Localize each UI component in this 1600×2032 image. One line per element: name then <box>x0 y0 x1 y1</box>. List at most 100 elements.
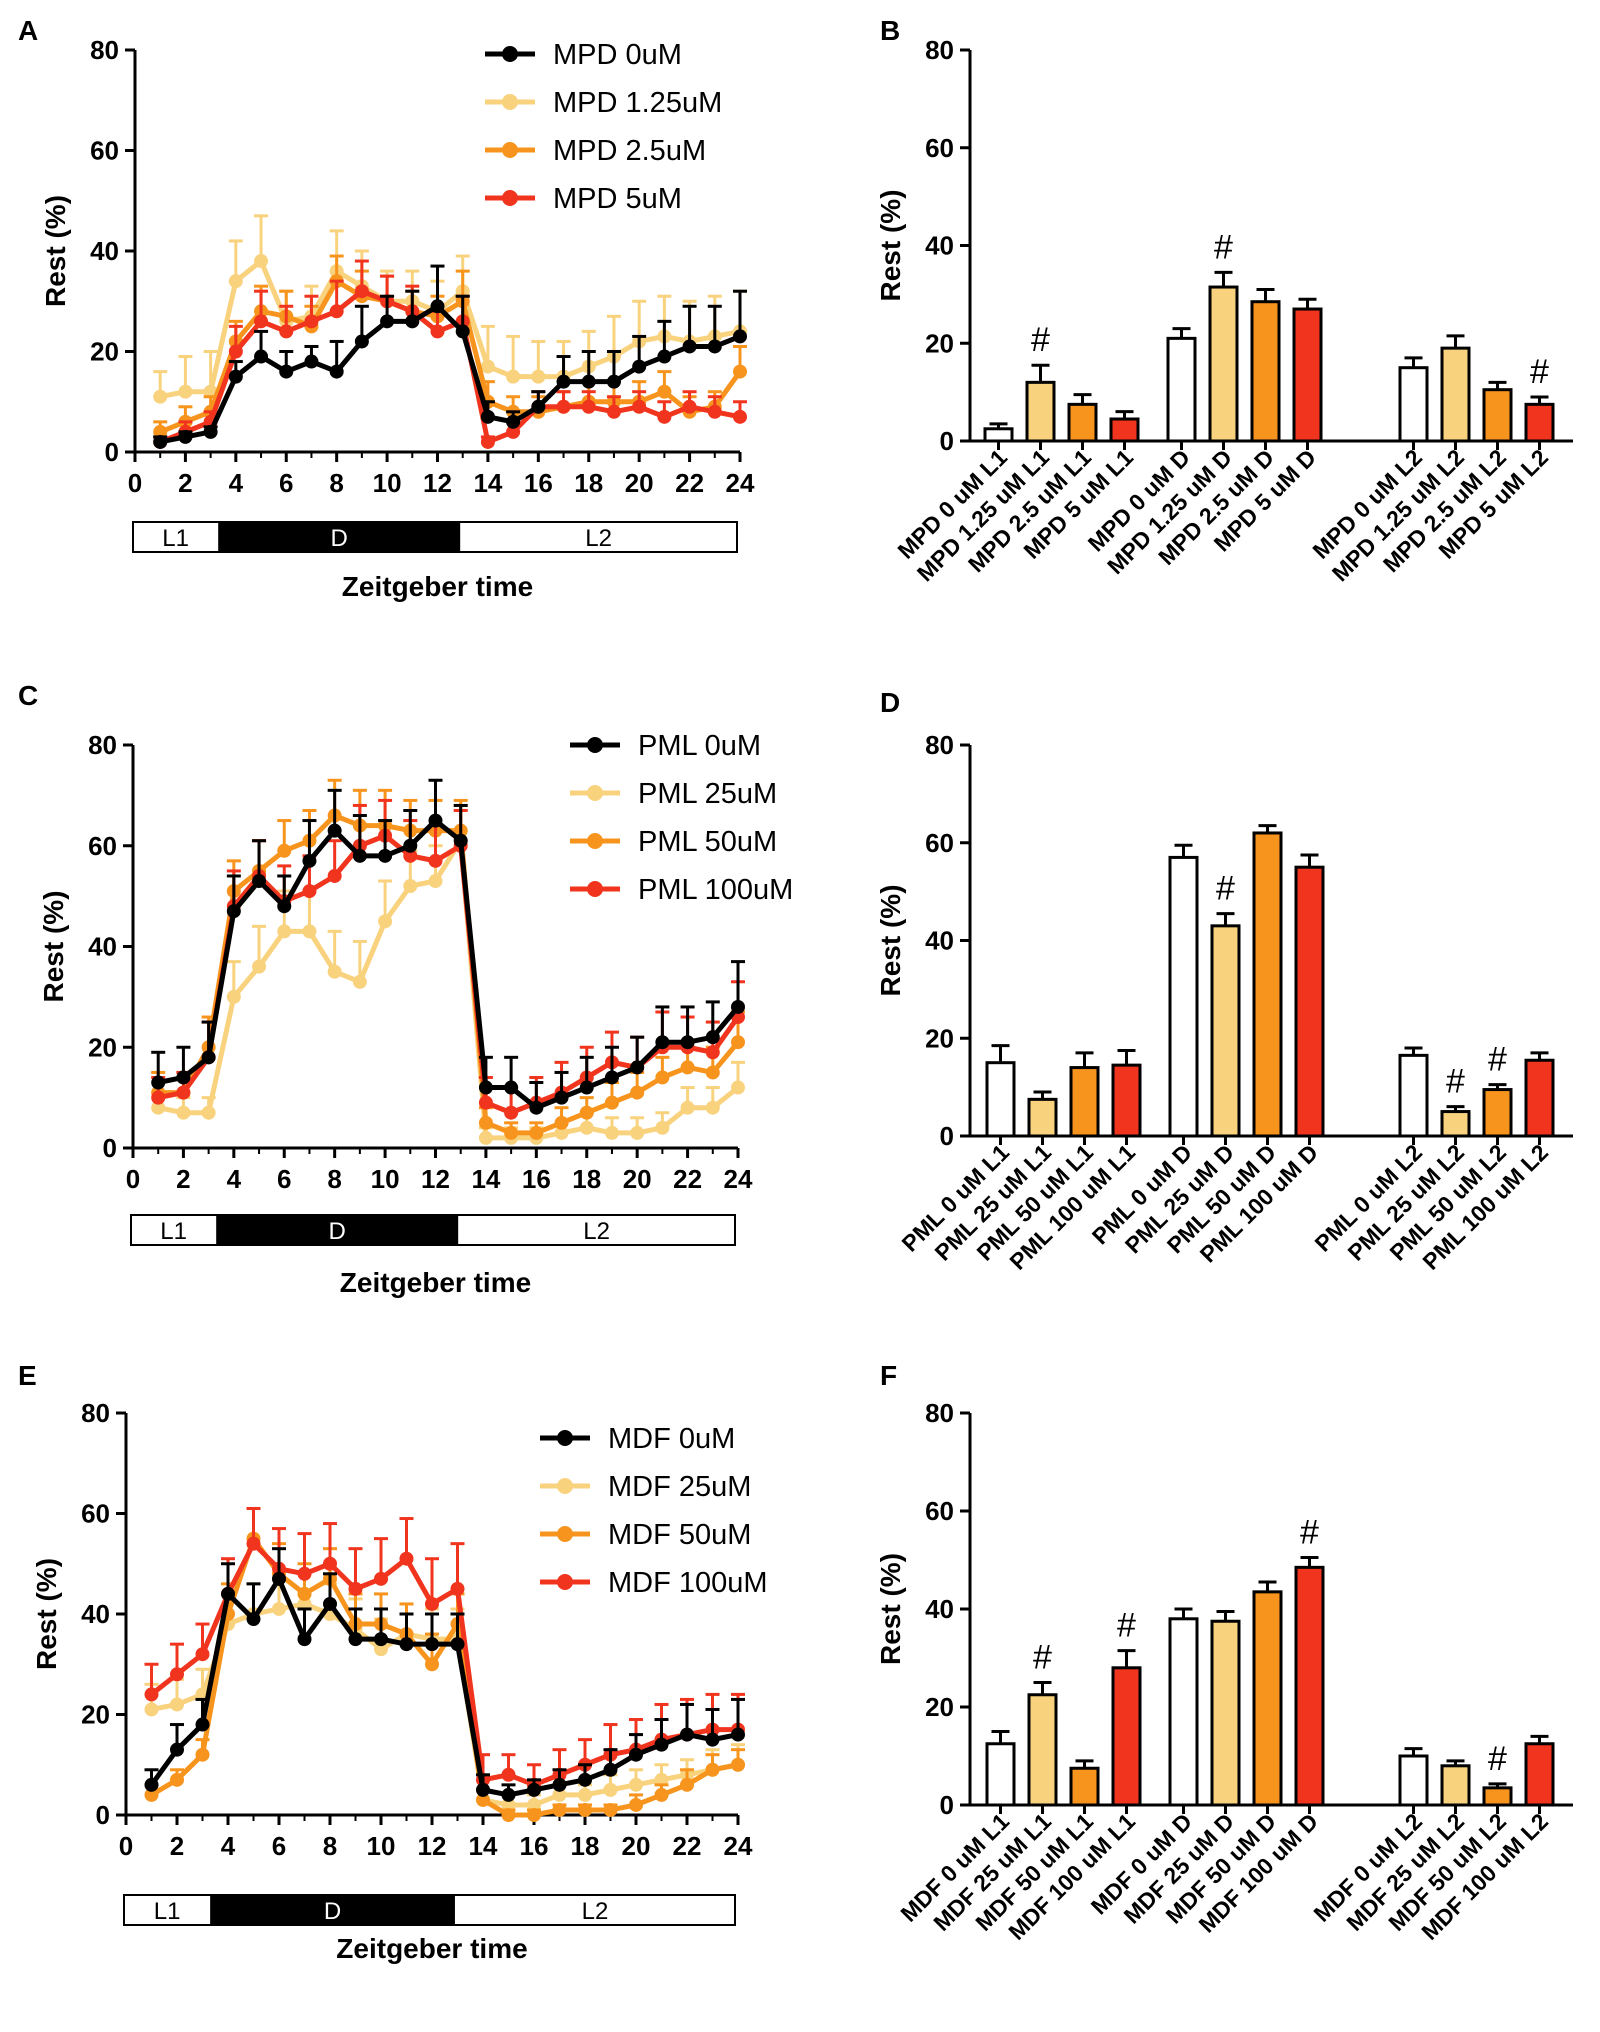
data-point <box>178 384 193 399</box>
data-point <box>604 1095 619 1110</box>
bar <box>1292 307 1323 443</box>
data-point <box>554 1125 569 1140</box>
data-point <box>201 1105 216 1120</box>
x-tick-label: 18 <box>574 468 603 498</box>
data-point <box>302 924 317 939</box>
data-point <box>399 1551 414 1566</box>
y-axis-label: Rest (%) <box>38 890 69 1002</box>
x-axis-label: Zeitgeber time <box>342 571 533 602</box>
bar <box>1027 1097 1058 1138</box>
data-point <box>657 384 672 399</box>
data-point <box>144 1687 159 1702</box>
significance-mark: # <box>1033 1639 1052 1677</box>
data-point <box>478 1130 493 1145</box>
phase-label-l2: L2 <box>585 525 612 552</box>
bar <box>1027 1693 1058 1807</box>
x-tick-label: 12 <box>423 468 452 498</box>
x-tick-label: 24 <box>724 1831 753 1861</box>
data-point <box>527 1808 541 1822</box>
data-point <box>430 299 445 314</box>
data-point <box>657 349 672 364</box>
data-point <box>603 1802 618 1817</box>
x-tick-label: 22 <box>675 468 704 498</box>
data-point <box>403 879 418 894</box>
legend-label: MPD 5uM <box>553 183 682 215</box>
y-tick-label: 60 <box>90 136 119 166</box>
y-tick-label: 20 <box>925 1023 954 1053</box>
x-tick-label: 6 <box>279 468 293 498</box>
x-tick-label: 0 <box>128 468 142 498</box>
y-tick-label: 0 <box>103 1133 117 1163</box>
data-point <box>403 848 418 863</box>
legend-label: MDF 100uM <box>608 1567 768 1599</box>
y-tick-label: 60 <box>925 1496 954 1526</box>
data-point <box>428 813 443 828</box>
phase-label-d: D <box>331 525 348 552</box>
data-point <box>153 389 168 404</box>
legend-marker <box>502 190 518 206</box>
y-tick-label: 20 <box>925 1692 954 1722</box>
y-tick-label: 0 <box>96 1800 110 1830</box>
bar <box>985 1742 1016 1807</box>
data-point <box>272 1571 286 1586</box>
y-tick-label: 20 <box>88 1032 117 1062</box>
legend-marker <box>557 1574 573 1590</box>
data-point <box>705 1732 720 1747</box>
data-point <box>378 848 393 863</box>
data-point <box>201 1050 216 1065</box>
x-tick-label: 8 <box>327 1164 341 1194</box>
data-point <box>329 304 344 319</box>
x-tick-label: 24 <box>726 468 755 498</box>
data-point <box>304 354 319 369</box>
data-point <box>453 833 468 848</box>
data-point <box>604 1070 619 1085</box>
data-point <box>153 424 168 439</box>
data-point <box>654 1772 669 1787</box>
bar <box>1166 336 1197 443</box>
series-PML-25uM <box>151 803 745 1145</box>
data-point <box>348 1632 363 1647</box>
legend-label: MPD 2.5uM <box>553 135 706 167</box>
data-point <box>405 314 420 329</box>
data-point <box>327 823 342 838</box>
data-point <box>374 1632 388 1647</box>
x-tick-label: 10 <box>371 1164 400 1194</box>
data-point <box>579 1080 594 1095</box>
bar <box>1111 1666 1142 1807</box>
data-point <box>654 1787 669 1802</box>
significance-mark: # <box>1216 870 1235 908</box>
data-point <box>680 1727 694 1742</box>
significance-mark: # <box>1488 1041 1507 1079</box>
data-point <box>178 429 193 444</box>
legend: PML 0uM PML 25uM PML 50uM PML 100uM <box>570 730 793 906</box>
data-point <box>352 974 367 989</box>
data-point <box>527 1782 541 1797</box>
y-tick-label: 60 <box>925 133 954 163</box>
data-point <box>302 853 317 868</box>
data-point <box>733 364 747 379</box>
data-point <box>450 1581 465 1596</box>
data-point <box>297 1632 312 1647</box>
bar <box>1440 1764 1471 1807</box>
data-point <box>151 1090 166 1105</box>
y-axis-label: Rest (%) <box>40 195 71 307</box>
phase-dark-block <box>210 1895 455 1925</box>
data-point <box>153 434 168 449</box>
data-point <box>552 1787 567 1802</box>
data-point <box>655 1120 670 1135</box>
data-point <box>504 1125 519 1140</box>
data-point <box>254 254 269 269</box>
data-point <box>552 1777 567 1792</box>
phase-label-l2: L2 <box>583 1218 610 1245</box>
data-point <box>654 1737 669 1752</box>
y-tick-label: 20 <box>81 1700 110 1730</box>
data-point <box>221 1586 235 1601</box>
data-point <box>705 1065 720 1080</box>
x-tick-label: 8 <box>329 468 343 498</box>
data-point <box>579 1105 594 1120</box>
data-point <box>554 1090 569 1105</box>
data-point <box>629 1747 643 1762</box>
data-point <box>707 339 722 354</box>
